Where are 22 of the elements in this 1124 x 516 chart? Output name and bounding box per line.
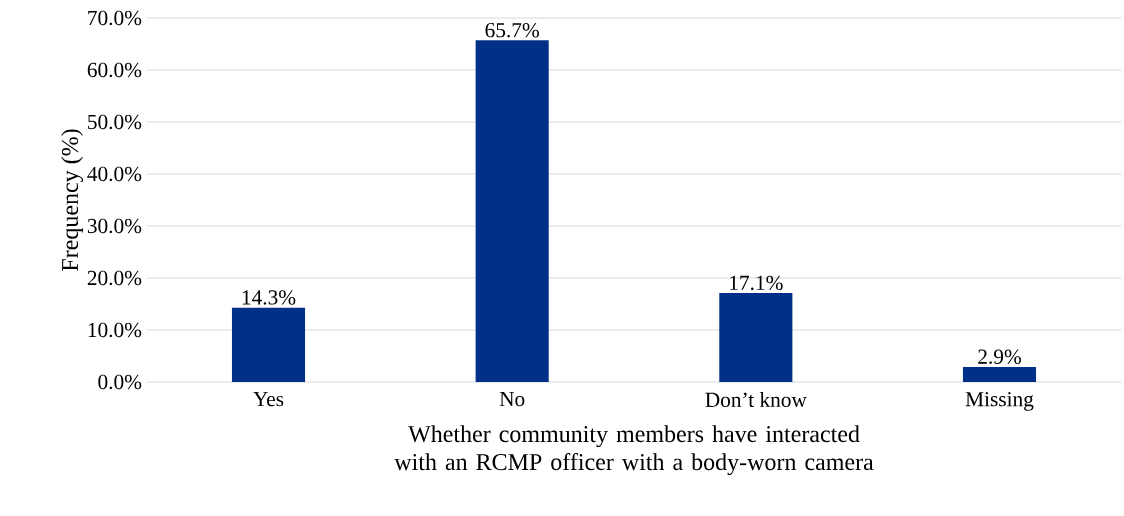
y-tick-label: 70.0% — [88, 10, 142, 26]
x-tick-label: Missing — [965, 392, 1034, 411]
y-tick-label: 60.0% — [87, 62, 142, 78]
y-tick-label: 0.0% — [98, 374, 142, 390]
bar — [475, 40, 549, 382]
data-label: 65.7% — [485, 22, 539, 38]
bar — [231, 307, 306, 382]
bar — [719, 293, 793, 382]
y-tick-label: 20.0% — [87, 270, 142, 286]
x-axis-title: Whether community members have interacted with an RCMP officer with a body-worn camera — [394, 425, 874, 476]
x-tick-label: Don’t know — [705, 392, 807, 408]
y-tick-label: 50.0% — [88, 114, 142, 130]
y-tick-label: 30.0% — [87, 218, 142, 234]
y-tick-label: 10.0% — [88, 322, 142, 338]
y-tick-label: 40.0% — [87, 166, 142, 182]
y-axis-title: Frequency (%) — [61, 129, 84, 271]
data-label: 2.9% — [978, 349, 1021, 364]
data-label: 14.3% — [242, 290, 296, 305]
data-label: 17.1% — [730, 275, 783, 291]
bar — [962, 366, 1037, 382]
x-tick-label: Yes — [253, 392, 284, 407]
x-tick-label: No — [499, 392, 525, 407]
